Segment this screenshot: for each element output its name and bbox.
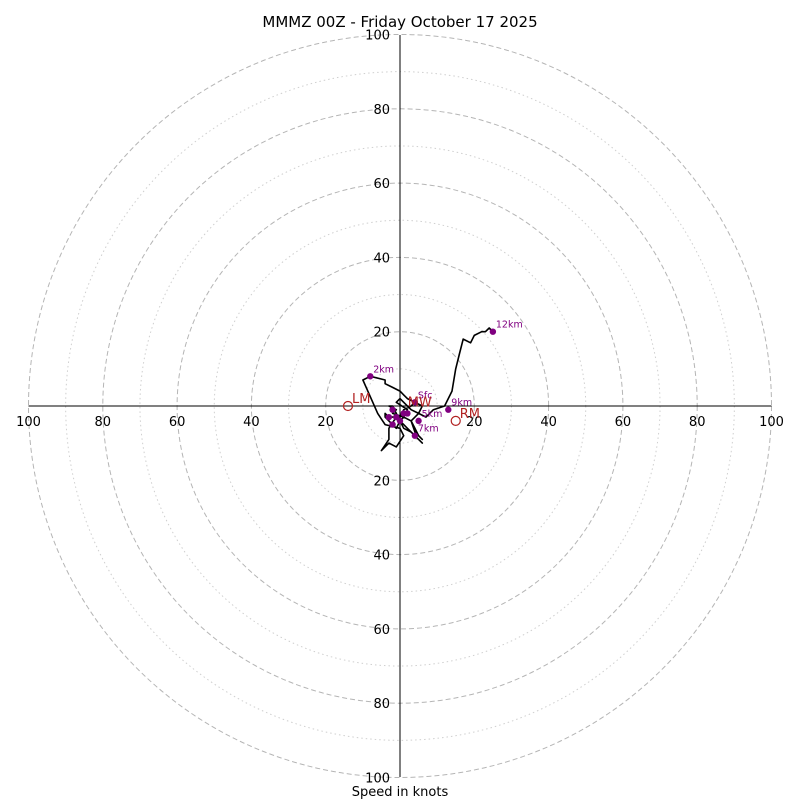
height-point [385,413,393,421]
storm-motion-label-mw: MW [408,396,432,411]
height-point [411,399,419,406]
x-tick-label: 100 [759,415,784,430]
height-point-label: 9km [451,398,472,409]
y-tick-label: 60 [373,623,390,638]
x-tick-label: 20 [466,415,483,430]
x-tick-label: 80 [95,415,112,430]
storm-motion-label-rm: RM [460,407,480,422]
height-point [411,432,419,439]
x-tick-label: 40 [243,415,260,430]
x-tick-label: 40 [540,415,557,430]
storm-motion-label-lm: LM [352,392,370,407]
storm-motion-marker-rm [450,415,461,426]
height-point [396,417,404,425]
x-tick-label: 80 [689,415,706,430]
y-tick-label: 20 [373,474,390,489]
height-point-label: 5km [422,409,443,420]
height-point-label: Sfc [418,390,433,401]
height-point [367,373,374,380]
x-tick-label: 100 [16,415,41,430]
height-point-label: 2km [373,364,394,375]
x-tick-label: 60 [615,415,632,430]
tick-labels: 100 80 60 40 20 20 40 60 80 100 100 80 60 40 20 20 40 60 8… [16,29,784,787]
chart-title: MMMZ 00Z - Friday October 17 2025 [262,13,537,31]
height-point-label: 12km [496,320,523,331]
y-tick-label: 80 [373,103,390,118]
height-point [389,406,396,413]
storm-motion-markers: LM RM MW [342,392,480,426]
y-tick-label: 100 [365,772,390,787]
y-tick-label: 80 [373,697,390,712]
x-axis-label: Speed in knots [352,785,449,800]
height-point [404,410,411,417]
height-point [415,417,422,425]
chart-axes [28,35,772,777]
height-point-label: 7km [418,424,439,435]
x-tick-label: 60 [169,415,186,430]
storm-motion-marker-lm [342,400,354,412]
x-tick-label: 20 [317,415,334,430]
y-tick-label: 100 [365,29,390,44]
y-tick-label: 20 [373,326,390,341]
height-markers: Sfc 5km 7km 2km 9km 12km [367,320,523,439]
y-tick-label: 40 [373,549,390,564]
height-point [389,421,396,428]
height-point [445,406,452,413]
y-tick-label: 40 [373,251,390,266]
y-tick-label: 60 [373,177,390,192]
height-point [489,328,497,335]
